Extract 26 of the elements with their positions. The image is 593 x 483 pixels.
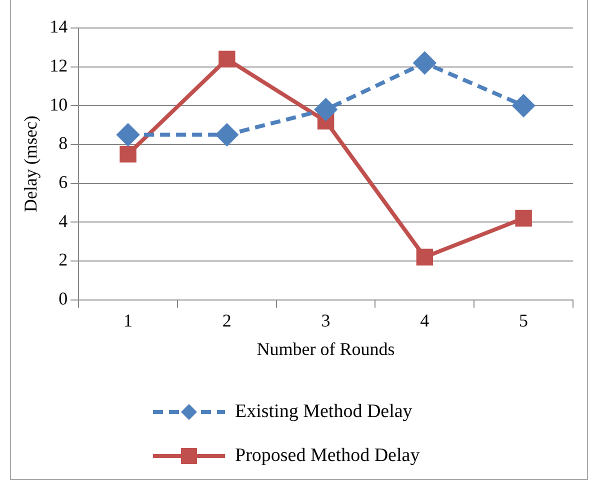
point — [314, 98, 337, 121]
x-tick-label: 5 — [519, 310, 528, 330]
y-tick-label: 6 — [58, 172, 68, 192]
y-axis-title: Delay (msec) — [20, 116, 41, 212]
x-tick-label: 3 — [321, 310, 330, 330]
point — [512, 94, 535, 117]
y-tick-label: 8 — [58, 133, 68, 154]
y-tick-label: 10 — [50, 94, 68, 114]
legend-label: Proposed Method Delay — [235, 445, 420, 467]
point — [515, 210, 532, 227]
y-tick-label: 0 — [58, 288, 68, 309]
y-tick-label: 12 — [50, 56, 68, 76]
point — [120, 146, 136, 163]
point — [414, 52, 436, 74]
x-tick-label: 4 — [420, 310, 430, 330]
y-tick-label: 4 — [58, 210, 68, 231]
x-tick-label: 2 — [222, 310, 232, 330]
x-tick-label: 1 — [124, 310, 133, 330]
x-axis-title: Number of Rounds — [256, 338, 395, 359]
point — [216, 124, 238, 146]
point — [117, 124, 140, 146]
point — [416, 248, 434, 266]
y-tick-label: 2 — [58, 250, 68, 270]
y-tick-label: 14 — [50, 16, 68, 37]
legend-label: Existing Method Delay — [235, 401, 412, 423]
point — [218, 50, 236, 68]
